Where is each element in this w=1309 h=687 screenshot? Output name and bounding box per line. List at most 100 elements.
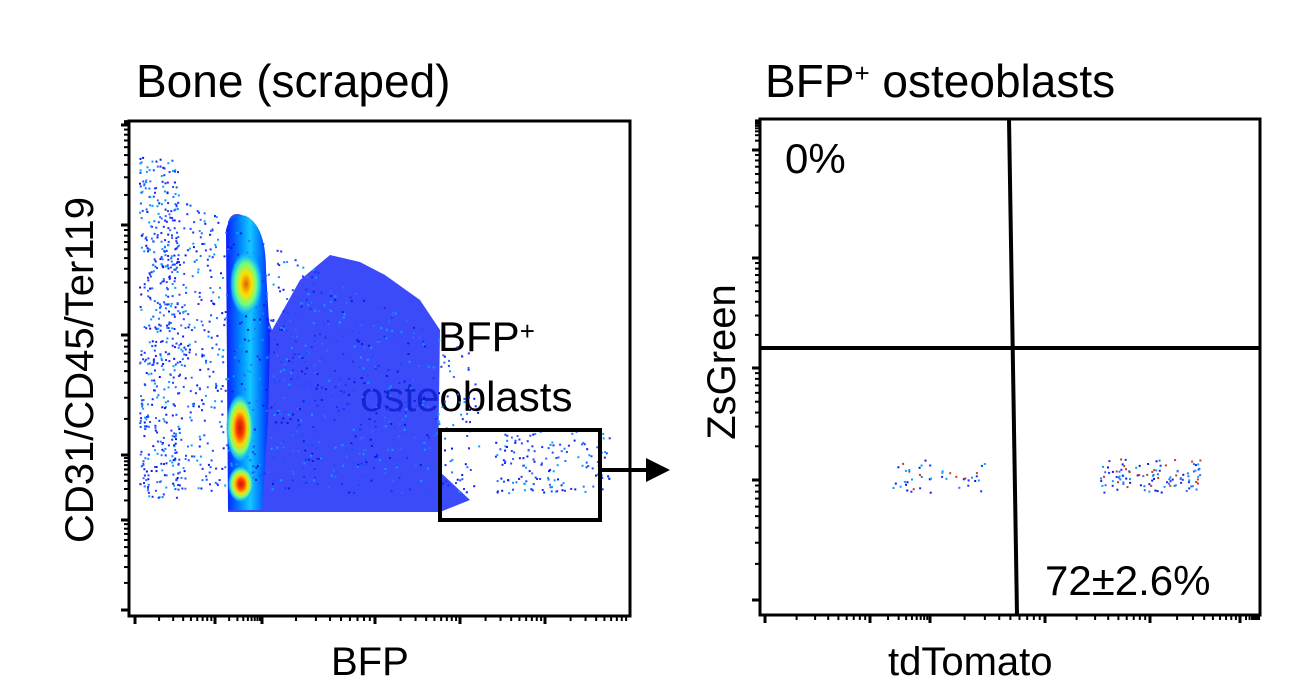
event-dot bbox=[252, 431, 255, 434]
quadrant-vertical-line[interactable] bbox=[1007, 118, 1019, 616]
event-dot bbox=[413, 436, 416, 439]
event-dot bbox=[195, 250, 198, 253]
event-dot bbox=[1155, 469, 1158, 472]
event-dot bbox=[211, 229, 214, 232]
event-dot bbox=[473, 397, 476, 400]
event-dot bbox=[549, 483, 551, 486]
event-dot bbox=[314, 476, 317, 479]
event-dot bbox=[388, 420, 391, 423]
event-dot bbox=[357, 484, 360, 487]
event-dot bbox=[977, 479, 980, 482]
event-dot bbox=[323, 323, 326, 326]
event-dot bbox=[313, 468, 316, 470]
event-dot bbox=[1148, 483, 1151, 486]
event-dot bbox=[549, 443, 552, 446]
event-dot bbox=[314, 371, 317, 374]
event-dot bbox=[160, 263, 163, 266]
bfp-gate[interactable] bbox=[438, 428, 602, 522]
event-dot bbox=[362, 484, 365, 487]
event-dot bbox=[143, 351, 146, 354]
event-dot bbox=[467, 352, 470, 355]
event-dot bbox=[143, 283, 146, 286]
event-dot bbox=[168, 352, 171, 355]
event-dot bbox=[251, 451, 254, 454]
event-dot bbox=[500, 477, 503, 480]
plot1-xlabel: BFP bbox=[331, 640, 409, 684]
plot1-events bbox=[139, 156, 611, 499]
event-dot bbox=[583, 443, 586, 446]
event-dot bbox=[165, 220, 168, 223]
event-dot bbox=[153, 232, 156, 235]
event-dot bbox=[371, 430, 374, 433]
event-dot bbox=[365, 449, 367, 452]
event-dot bbox=[148, 362, 151, 365]
event-dot bbox=[525, 480, 528, 483]
event-dot bbox=[223, 318, 226, 321]
event-dot bbox=[920, 476, 923, 478]
event-dot bbox=[178, 220, 181, 223]
event-dot bbox=[446, 395, 449, 398]
event-dot bbox=[341, 311, 344, 314]
event-dot bbox=[167, 303, 170, 306]
event-dot bbox=[174, 277, 177, 280]
event-dot bbox=[171, 237, 174, 239]
event-dot bbox=[299, 408, 301, 411]
event-dot bbox=[286, 261, 289, 263]
event-dot bbox=[140, 191, 143, 194]
event-dot bbox=[186, 203, 189, 206]
event-dot bbox=[523, 489, 526, 492]
event-dot bbox=[553, 479, 556, 482]
event-dot bbox=[178, 375, 181, 377]
event-dot bbox=[144, 237, 147, 240]
event-dot bbox=[570, 487, 573, 490]
event-dot bbox=[189, 416, 192, 419]
event-dot bbox=[313, 430, 316, 433]
event-dot bbox=[167, 202, 170, 205]
event-dot bbox=[145, 479, 148, 482]
event-dot bbox=[210, 299, 213, 302]
event-dot bbox=[177, 236, 180, 238]
event-dot bbox=[1188, 487, 1191, 490]
event-dot bbox=[199, 368, 202, 371]
event-dot bbox=[1167, 482, 1170, 485]
event-dot bbox=[168, 381, 171, 383]
event-dot bbox=[316, 457, 319, 460]
event-dot bbox=[147, 295, 150, 298]
event-dot bbox=[345, 447, 348, 450]
event-dot bbox=[525, 466, 528, 469]
event-dot bbox=[573, 439, 576, 442]
event-dot bbox=[152, 361, 155, 364]
event-dot bbox=[306, 352, 309, 354]
event-dot bbox=[356, 338, 359, 341]
event-dot bbox=[294, 312, 297, 315]
event-dot bbox=[314, 399, 317, 402]
event-dot bbox=[244, 362, 247, 365]
event-dot bbox=[187, 445, 189, 448]
event-dot bbox=[398, 476, 401, 479]
event-dot bbox=[1199, 474, 1202, 477]
event-dot bbox=[161, 340, 164, 343]
event-dot bbox=[1143, 485, 1146, 488]
event-dot bbox=[147, 279, 150, 282]
event-dot bbox=[358, 452, 361, 455]
event-dot bbox=[222, 276, 224, 279]
event-dot bbox=[296, 430, 299, 433]
event-dot bbox=[199, 236, 202, 239]
event-dot bbox=[255, 433, 258, 436]
event-dot bbox=[145, 239, 148, 242]
event-dot bbox=[1194, 469, 1197, 472]
event-dot bbox=[178, 471, 181, 474]
event-dot bbox=[391, 314, 394, 317]
event-dot bbox=[173, 254, 176, 257]
event-dot bbox=[303, 482, 306, 485]
event-dot bbox=[280, 442, 283, 445]
event-dot bbox=[227, 246, 229, 249]
event-dot bbox=[349, 296, 352, 299]
event-dot bbox=[279, 290, 282, 293]
event-dot bbox=[166, 337, 169, 340]
event-dot bbox=[531, 472, 534, 475]
event-dot bbox=[203, 354, 206, 357]
event-dot bbox=[234, 375, 236, 378]
event-dot bbox=[242, 373, 245, 376]
event-dot bbox=[252, 439, 255, 442]
